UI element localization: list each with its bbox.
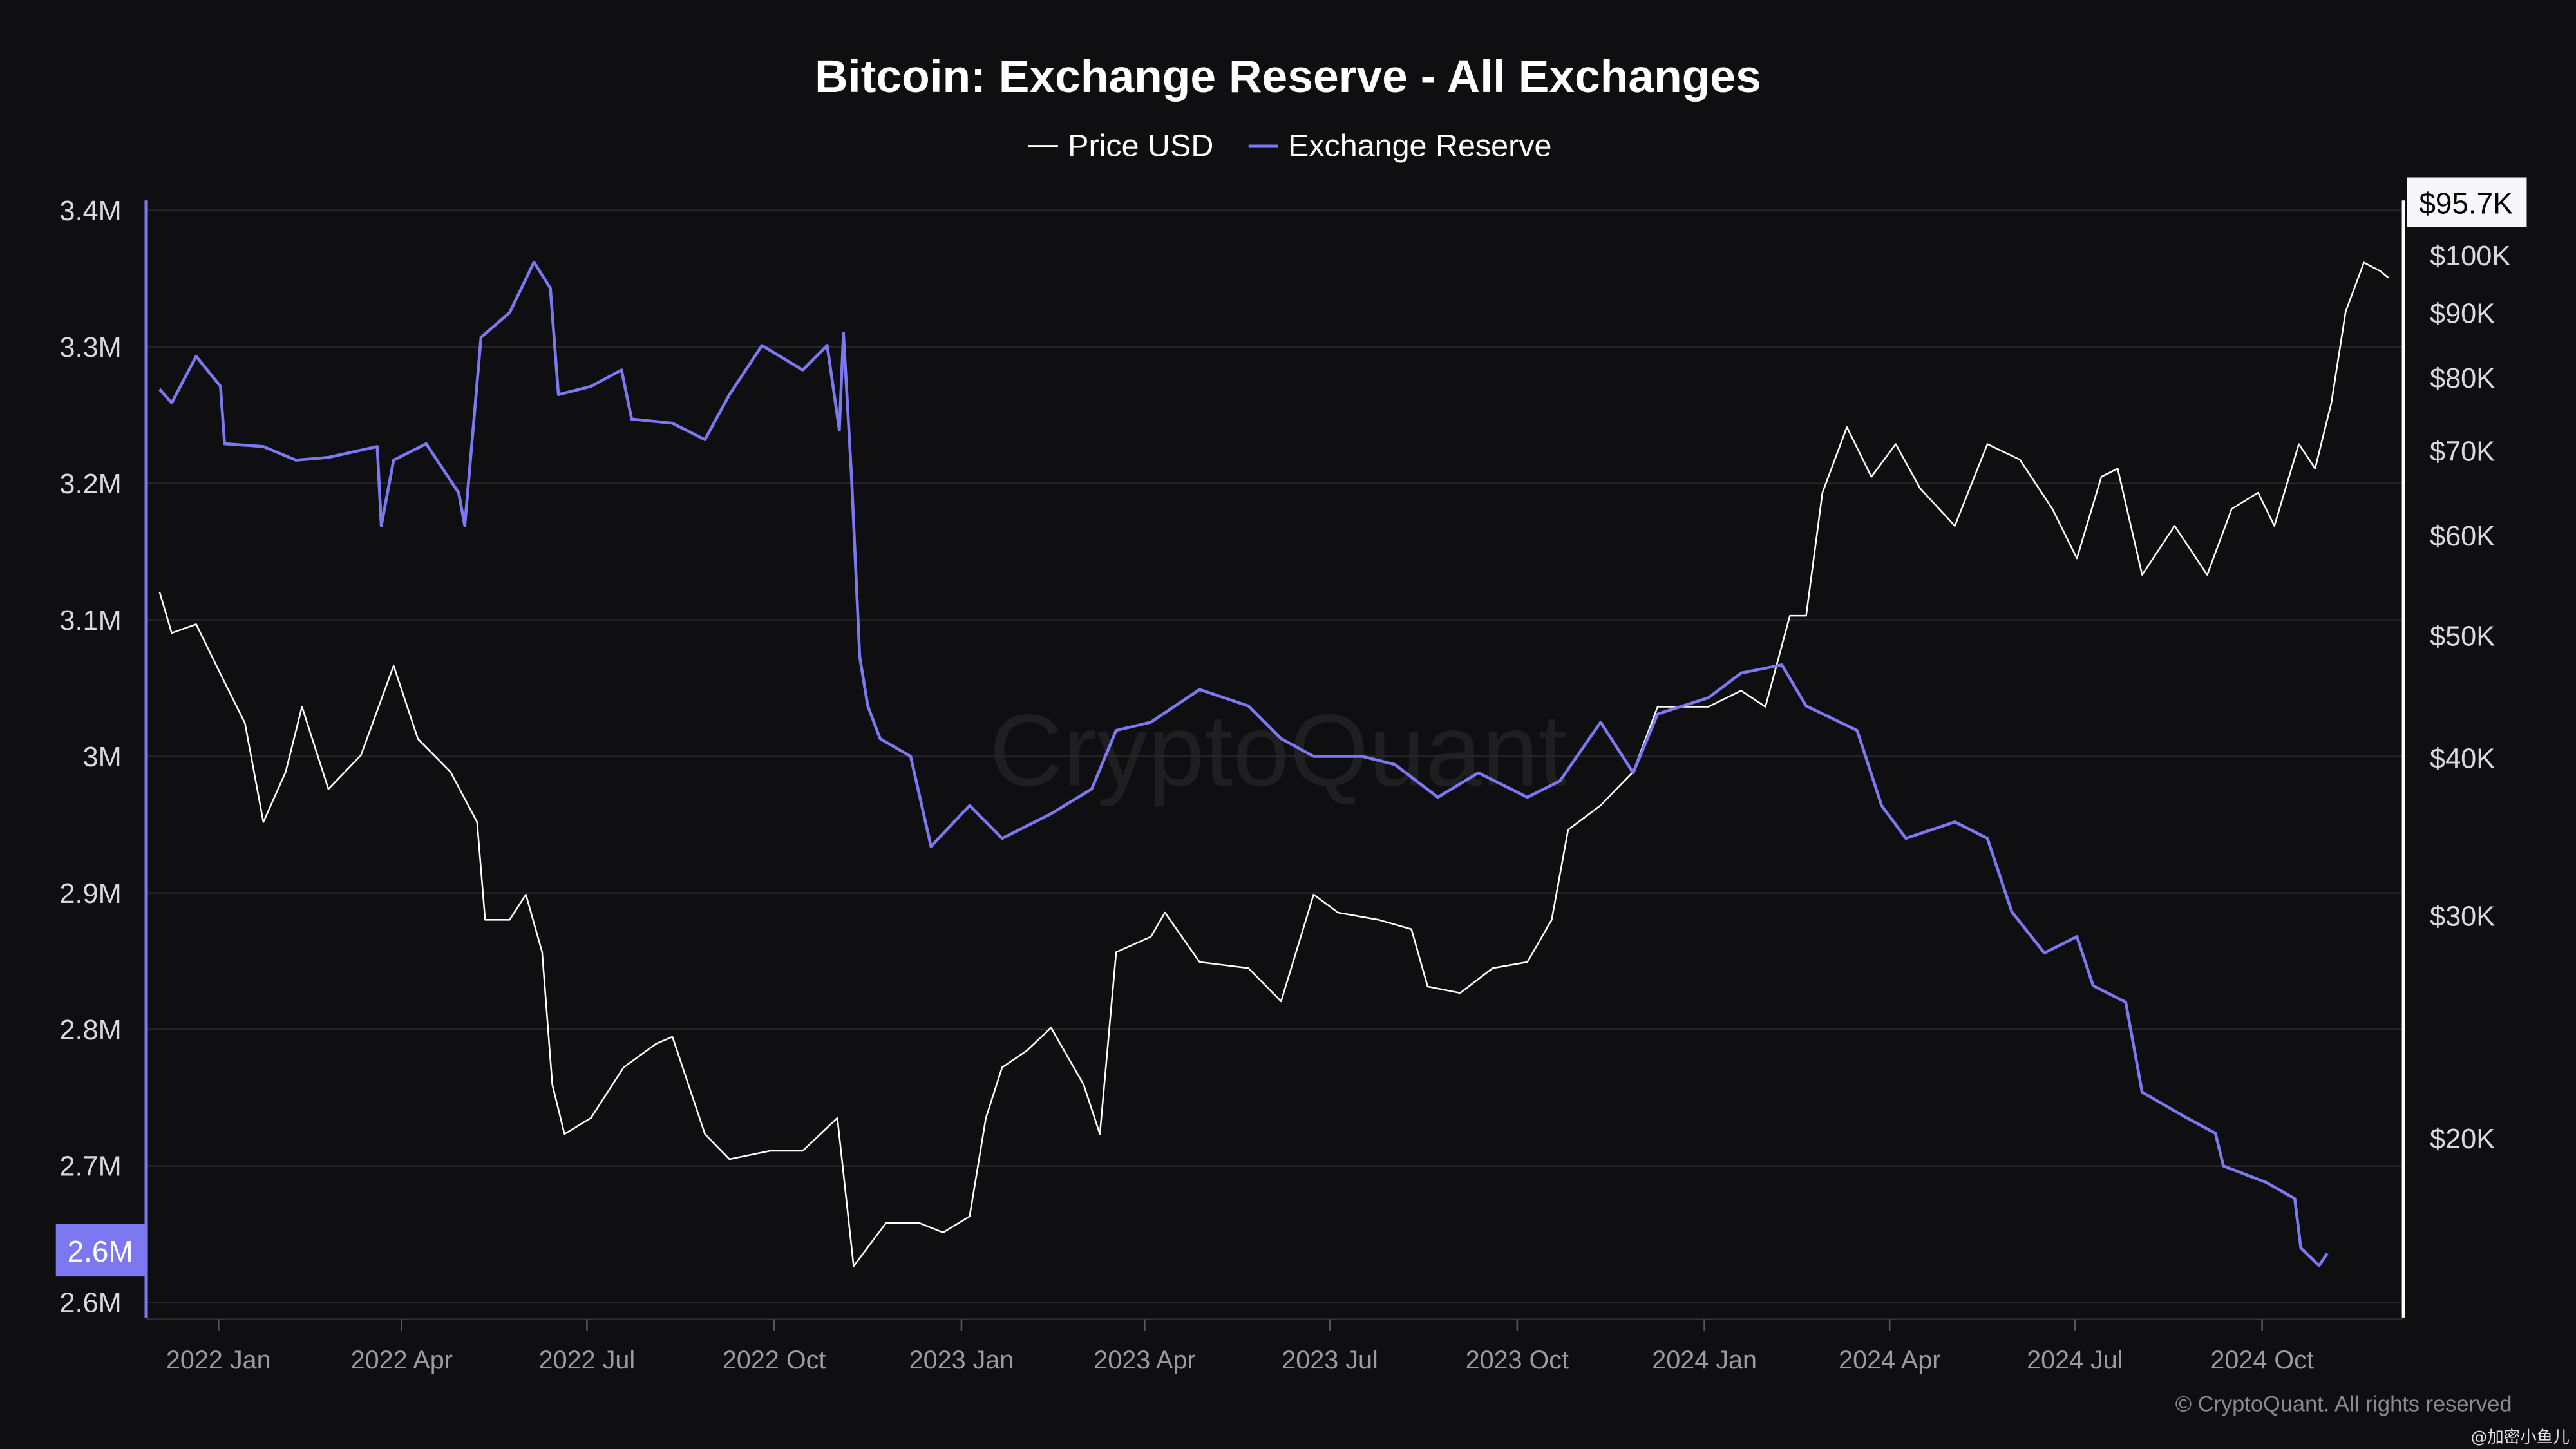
- left-tick-label: 2.9M: [59, 878, 121, 909]
- right-tick-label: $70K: [2430, 437, 2495, 468]
- x-tick-label: 2024 Jul: [2027, 1346, 2123, 1374]
- left-tick-label: 3.3M: [59, 332, 121, 363]
- right-tick-label: $50K: [2430, 621, 2495, 652]
- left-tick-label: 2.8M: [59, 1015, 121, 1046]
- right-tick-label: $30K: [2430, 902, 2495, 933]
- x-tick-label: 2024 Oct: [2210, 1346, 2313, 1374]
- left-axis: 3.4M 3.3M 3.2M 3.1M 3M 2.9M 2.8M 2.7M 2.6M: [59, 196, 148, 1319]
- left-tick-label: 2.6M: [59, 1288, 121, 1319]
- right-tick-label: $20K: [2430, 1124, 2495, 1155]
- left-tick-label: 3.4M: [59, 196, 121, 227]
- watermark: CryptoQuant: [989, 693, 1567, 807]
- right-tick-label: $90K: [2430, 299, 2495, 330]
- left-current-badge: 2.6M: [55, 1224, 145, 1277]
- left-tick-label: 2.7M: [59, 1151, 121, 1182]
- credit: @加密小鱼儿: [2471, 1428, 2570, 1447]
- x-tick-label: 2022 Jan: [166, 1346, 271, 1374]
- chart-title: Bitcoin: Exchange Reserve - All Exchange…: [815, 51, 1761, 102]
- grid: [146, 209, 2404, 1303]
- left-current-value: 2.6M: [68, 1235, 133, 1268]
- legend-label-price[interactable]: Price USD: [1068, 128, 1213, 163]
- x-axis: 2022 Jan 2022 Apr 2022 Jul 2022 Oct 2023 Jan…: [146, 1318, 2404, 1374]
- x-tick-label: 2024 Apr: [1839, 1346, 1940, 1374]
- x-tick-label: 2023 Jul: [1282, 1346, 1378, 1374]
- copyright: © CryptoQuant. All rights reserved: [2175, 1392, 2512, 1416]
- right-current-badge: $95.7K: [2407, 177, 2527, 227]
- x-tick-label: 2022 Apr: [351, 1346, 453, 1374]
- left-tick-label: 3.1M: [59, 605, 121, 636]
- x-tick-label: 2022 Oct: [723, 1346, 826, 1374]
- x-tick-label: 2024 Jan: [1652, 1346, 1757, 1374]
- x-tick-label: 2022 Jul: [539, 1346, 635, 1374]
- right-axis: $100K $90K $80K $70K $60K $50K $40K $30K $20K: [2401, 200, 2510, 1318]
- legend[interactable]: Price USD Exchange Reserve: [1028, 128, 1551, 163]
- x-tick-label: 2023 Jan: [909, 1346, 1014, 1374]
- right-tick-label: $60K: [2430, 521, 2495, 552]
- right-current-value: $95.7K: [2419, 187, 2513, 220]
- right-tick-label: $40K: [2430, 744, 2495, 775]
- left-tick-label: 3M: [83, 742, 122, 773]
- series-exchange-reserve: [158, 260, 2329, 1267]
- legend-label-reserve[interactable]: Exchange Reserve: [1288, 128, 1551, 163]
- x-tick-label: 2023 Oct: [1466, 1346, 1569, 1374]
- series-price-usd: [158, 261, 2389, 1267]
- x-tick-label: 2023 Apr: [1094, 1346, 1195, 1374]
- right-tick-label: $100K: [2430, 241, 2510, 272]
- right-tick-label: $80K: [2430, 363, 2495, 394]
- left-tick-label: 3.2M: [59, 469, 121, 500]
